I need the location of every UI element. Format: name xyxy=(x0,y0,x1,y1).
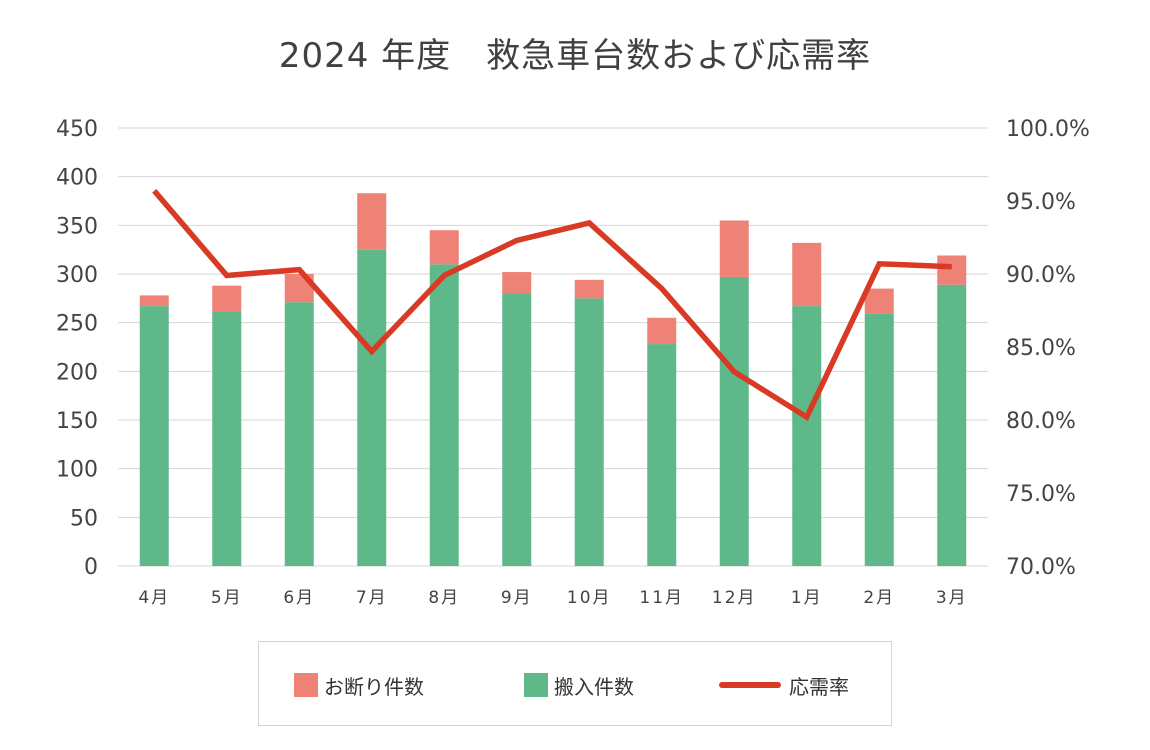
legend: お断り件数 搬入件数 応需率 xyxy=(258,641,892,726)
y-right-tick-label: 100.0% xyxy=(1006,117,1090,142)
y-left-tick-label: 300 xyxy=(56,263,98,288)
bar-refusals xyxy=(139,295,169,307)
axis-labels: 0 50 100 150 200 250 300 350 400 450 70.0% 75.0% 80.… xyxy=(56,117,1090,608)
bar-admissions xyxy=(937,284,967,566)
x-tick-label: 9月 xyxy=(501,588,533,608)
legend-swatch-admissions xyxy=(524,673,548,697)
bar-refusals xyxy=(502,272,532,294)
bar-admissions xyxy=(357,249,387,566)
x-tick-label: 4月 xyxy=(138,588,170,608)
bar-refusals xyxy=(864,288,894,314)
chart-title: 2024 年度 救急車台数および応需率 xyxy=(278,36,872,76)
legend-item-acceptance-rate: 応需率 xyxy=(719,672,849,699)
bar-admissions xyxy=(647,344,677,566)
y-left-tick-label: 450 xyxy=(56,117,98,142)
bar-admissions xyxy=(792,306,822,566)
x-tick-label: 5月 xyxy=(211,588,243,608)
chart-plot: 0 50 100 150 200 250 300 350 400 450 70.0% 75.0% 80.… xyxy=(56,117,1090,608)
y-left-tick-label: 350 xyxy=(56,214,98,239)
y-left-tick-label: 0 xyxy=(84,555,98,580)
x-tick-label: 11月 xyxy=(639,588,684,608)
y-right-tick-label: 70.0% xyxy=(1006,555,1076,580)
legend-swatch-refusals xyxy=(294,673,318,697)
legend-item-refusals: お断り件数 xyxy=(294,672,424,699)
bar-refusals xyxy=(429,230,459,265)
bar-refusals xyxy=(792,242,822,307)
x-tick-label: 1月 xyxy=(791,588,823,608)
bar-refusals xyxy=(647,317,677,345)
line-acceptance-rate xyxy=(152,188,952,422)
x-tick-label: 10月 xyxy=(567,588,612,608)
y-right-tick-label: 90.0% xyxy=(1006,263,1076,288)
x-tick-label: 3月 xyxy=(936,588,968,608)
bar-refusals xyxy=(719,220,749,277)
y-left-tick-label: 50 xyxy=(70,506,98,531)
y-left-tick-label: 400 xyxy=(56,166,98,191)
x-tick-label: 7月 xyxy=(356,588,388,608)
bar-admissions xyxy=(864,313,894,566)
y-right-tick-label: 75.0% xyxy=(1006,482,1076,507)
y-right-tick-label: 85.0% xyxy=(1006,336,1076,361)
legend-line-acceptance-rate xyxy=(719,682,781,688)
bar-refusals xyxy=(937,255,967,285)
y-right-tick-label: 80.0% xyxy=(1006,409,1076,434)
legend-label-refusals: お断り件数 xyxy=(324,674,424,699)
bar-refusals xyxy=(357,193,387,250)
bar-admissions xyxy=(719,276,749,566)
grid-lines xyxy=(118,127,988,567)
y-right-tick-label: 95.0% xyxy=(1006,190,1076,215)
y-left-tick-label: 200 xyxy=(56,360,98,385)
bar-series xyxy=(139,193,967,566)
legend-item-admissions: 搬入件数 xyxy=(524,672,634,699)
y-left-tick-label: 250 xyxy=(56,312,98,337)
bar-refusals xyxy=(574,279,604,299)
bar-refusals xyxy=(212,285,242,312)
bar-admissions xyxy=(139,306,169,566)
legend-label-admissions: 搬入件数 xyxy=(554,674,634,699)
bar-admissions xyxy=(502,293,532,566)
y-left-tick-label: 150 xyxy=(56,409,98,434)
x-tick-label: 12月 xyxy=(712,588,757,608)
bar-admissions xyxy=(284,302,314,566)
bar-admissions xyxy=(212,311,242,566)
y-left-tick-label: 100 xyxy=(56,458,98,483)
legend-label-acceptance-rate: 応需率 xyxy=(789,674,849,699)
x-tick-label: 6月 xyxy=(283,588,315,608)
x-tick-label: 8月 xyxy=(428,588,460,608)
line-series xyxy=(152,188,952,422)
x-tick-label: 2月 xyxy=(863,588,895,608)
bar-admissions xyxy=(574,298,604,566)
bar-admissions xyxy=(429,264,459,566)
